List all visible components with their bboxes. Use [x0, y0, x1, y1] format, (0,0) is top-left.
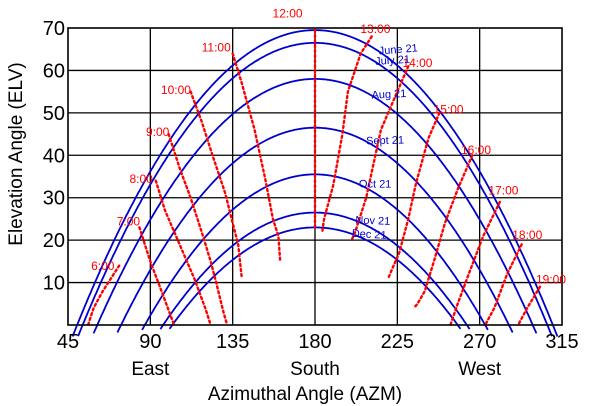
hour-label-10: 16:00 — [461, 143, 491, 157]
hour-curve-11 — [449, 200, 501, 327]
hour-curve-13 — [516, 285, 542, 327]
x-tick-label: 315 — [545, 331, 578, 353]
month-label-1: July 21 — [375, 54, 411, 68]
hour-curve-8 — [350, 64, 410, 242]
hour-label-4: 10:00 — [161, 83, 191, 97]
hour-curve-2 — [154, 179, 212, 327]
y-axis-title: Elevation Angle (ELV) — [6, 62, 27, 245]
hour-curve-10 — [412, 154, 474, 310]
plot-frame — [67, 27, 563, 326]
y-tick-label: 50 — [43, 103, 65, 125]
hour-label-5: 11:00 — [202, 40, 231, 54]
hour-curve-4 — [189, 90, 244, 280]
hour-curve-0 — [86, 264, 121, 327]
plot-border — [67, 27, 563, 326]
y-tick-label: 70 — [43, 18, 65, 40]
x-tick-label: 270 — [463, 331, 496, 353]
hour-label-13: 19:00 — [536, 272, 566, 286]
hour-curve-3 — [167, 132, 229, 327]
x-axis-title: Azimuthal Angle (AZM) — [208, 384, 402, 405]
month-label-6: Dec 21 — [351, 228, 387, 242]
hour-curve-9 — [387, 111, 441, 280]
month-label-3: Sept 21 — [366, 135, 404, 148]
month-label-0: June 21 — [378, 42, 418, 57]
hour-label-8: 14:00 — [402, 56, 432, 70]
y-tick-label: 30 — [43, 188, 65, 210]
hour-label-0: 6:00 — [91, 259, 115, 273]
y-tick-labels: 10 20 30 40 50 60 70 — [43, 18, 65, 295]
direction-label: East — [131, 359, 170, 380]
direction-label: South — [290, 359, 340, 380]
x-tick-label: 180 — [298, 331, 331, 353]
x-tick-label: 90 — [139, 331, 161, 353]
hour-curves — [86, 28, 542, 327]
hour-label-3: 9:00 — [146, 125, 170, 139]
hour-curve-12 — [484, 243, 523, 327]
month-label-2: Aug 21 — [371, 88, 406, 102]
x-tick-label: 135 — [216, 331, 249, 353]
hour-label-7: 13:00 — [360, 22, 390, 36]
hour-label-2: 8:00 — [130, 172, 154, 186]
curve-labels: 6:00 7:00 8:00 9:00 10:00 11:00 12:00 13:00 14:0… — [91, 6, 566, 286]
y-tick-label: 40 — [43, 145, 65, 167]
y-tick-label: 60 — [43, 60, 65, 82]
hour-curve-1 — [138, 226, 176, 327]
x-tick-label: 225 — [381, 331, 414, 353]
y-tick-label: 20 — [43, 230, 65, 252]
hour-label-9: 15:00 — [434, 103, 464, 117]
hour-label-1: 7:00 — [117, 214, 141, 228]
month-label-5: Nov 21 — [355, 215, 390, 228]
y-tick-label: 10 — [43, 273, 65, 295]
hour-label-6: 12:00 — [273, 6, 303, 20]
hour-label-12: 18:00 — [512, 228, 542, 242]
direction-label: West — [458, 359, 502, 380]
hour-curve-7 — [321, 35, 373, 233]
direction-labels: East South West — [131, 359, 502, 380]
month-label-4: Oct 21 — [359, 178, 392, 190]
hour-label-11: 17:00 — [488, 183, 518, 197]
hour-curve-5 — [231, 52, 282, 263]
x-tick-label: 45 — [57, 331, 79, 353]
x-tick-labels: 45 90 135 180 225 270 315 — [57, 331, 579, 353]
